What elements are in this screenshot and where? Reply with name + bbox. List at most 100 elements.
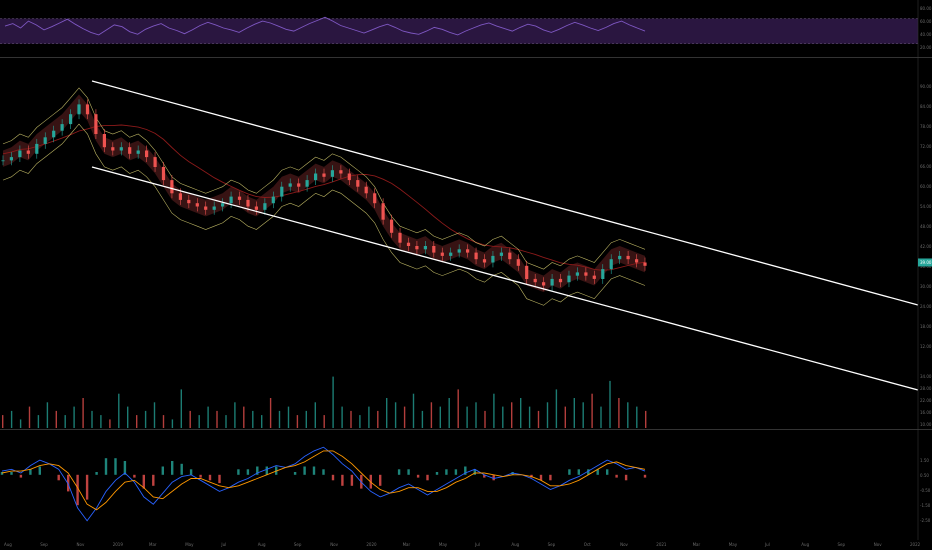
volume-bar <box>234 402 236 428</box>
time-tick-label: Mar <box>693 542 701 547</box>
candle-body <box>373 193 377 204</box>
price-tick-label: 30.00 <box>920 284 932 289</box>
macd-tick-label: -0.50 <box>920 488 931 493</box>
macd-histogram-bar <box>606 469 609 475</box>
macd-histogram-bar <box>208 474 212 481</box>
macd-histogram-bar <box>492 474 495 481</box>
signal-line <box>1 450 646 511</box>
volume-bar <box>350 410 352 428</box>
volume-tick-label: 34.00 <box>920 374 932 379</box>
candle-body <box>550 278 554 286</box>
volume-bar <box>216 410 218 428</box>
candle-body <box>297 183 301 187</box>
time-tick-label: Sep <box>40 542 48 547</box>
time-tick-label: May <box>439 542 448 547</box>
macd-histogram-bar <box>312 466 316 475</box>
candle-body <box>364 186 368 194</box>
time-tick-label: 2021 <box>656 542 667 547</box>
volume-bar <box>46 402 49 428</box>
volume-bar <box>394 402 397 428</box>
volume-bar <box>2 415 4 428</box>
volume-bar <box>332 376 334 428</box>
volume-bar <box>386 398 388 428</box>
candle-body <box>52 130 56 138</box>
macd-histogram-bar <box>615 474 618 478</box>
candle-body <box>85 104 90 115</box>
volume-bar <box>296 415 299 428</box>
channel-lower-line <box>91 166 919 391</box>
volume-bar <box>269 398 272 428</box>
volume-bar <box>100 415 102 428</box>
macd-histogram-bar <box>454 469 458 475</box>
macd-histogram-bar <box>123 461 127 475</box>
volume-tick-label: 28.00 <box>920 386 932 391</box>
last-price-label: 39.00 <box>920 260 932 265</box>
volume-bar <box>305 410 307 428</box>
macd-histogram-bar <box>322 469 325 475</box>
candle-body <box>280 186 284 197</box>
candle-body <box>584 272 588 276</box>
price-tick-label: 36.00 <box>920 264 932 269</box>
time-tick-label: 2022 <box>910 542 921 547</box>
macd-histogram-bar <box>397 469 401 475</box>
time-tick-label: May <box>185 542 194 547</box>
volume-bar <box>430 402 433 428</box>
time-tick-label: Mar <box>149 542 157 547</box>
macd-histogram-bar <box>379 474 382 486</box>
volume-bar <box>73 406 75 428</box>
candle-body <box>9 157 13 161</box>
volume-bar <box>573 398 575 428</box>
macd-histogram-bar <box>350 474 354 486</box>
volume-tick-label: 10.00 <box>920 422 932 427</box>
candle-body <box>474 252 478 260</box>
macd-histogram-bar <box>19 474 23 478</box>
macd-line <box>1 446 646 522</box>
volume-bar <box>618 398 620 428</box>
macd-histogram-bar <box>0 472 4 475</box>
candle-body <box>643 262 647 266</box>
candle-body <box>128 147 132 154</box>
macd-histogram-bar <box>331 474 335 481</box>
candle-body <box>398 232 402 243</box>
macd-histogram-bar <box>67 474 70 492</box>
candle-body <box>153 157 157 167</box>
time-tick-label: Jul <box>220 542 226 547</box>
candle-body <box>271 196 275 204</box>
volume-bar <box>28 406 31 428</box>
volume-bar <box>475 402 477 428</box>
time-tick-label: Nov <box>77 542 85 547</box>
macd-histogram-bar <box>265 466 268 475</box>
macd-chart: 1.50 0.50 -0.50 -1.50 -2.50 <box>0 430 931 540</box>
volume-bar <box>10 410 13 428</box>
macd-histogram-bar <box>303 466 306 475</box>
candle-body <box>1 160 5 162</box>
macd-histogram-bar <box>473 469 476 475</box>
volume-bar <box>278 410 281 428</box>
candle-body <box>204 206 208 210</box>
volume-bar <box>171 419 174 428</box>
volume-bar <box>627 402 629 428</box>
macd-histogram-bar <box>161 466 164 475</box>
volume-bar <box>368 406 370 428</box>
candle-body <box>35 143 39 154</box>
volume-bar <box>439 406 441 428</box>
candle-body <box>491 255 495 263</box>
volume-bar <box>466 406 468 428</box>
volume-bar <box>520 398 522 428</box>
volume-tick-label: 22.00 <box>920 398 932 403</box>
volume-bar <box>600 406 602 428</box>
candle-body <box>347 173 351 181</box>
time-tick-label: Aug <box>801 542 809 547</box>
rsi-chart: 80.00 60.00 40.00 20.00 <box>0 0 932 58</box>
time-tick-label: Aug <box>4 542 12 547</box>
candle-body <box>466 249 470 253</box>
price-tick-label: 90.00 <box>920 84 932 89</box>
price-tick-label: 12.00 <box>920 344 932 349</box>
macd-histogram-bar <box>577 469 580 475</box>
volume-bar <box>457 389 459 428</box>
volume-bar <box>19 419 22 428</box>
macd-tick-label: 1.50 <box>920 458 929 463</box>
price-tick-label: 84.00 <box>920 104 932 109</box>
candle-body <box>558 278 563 283</box>
time-tick-label: Jul <box>474 542 480 547</box>
